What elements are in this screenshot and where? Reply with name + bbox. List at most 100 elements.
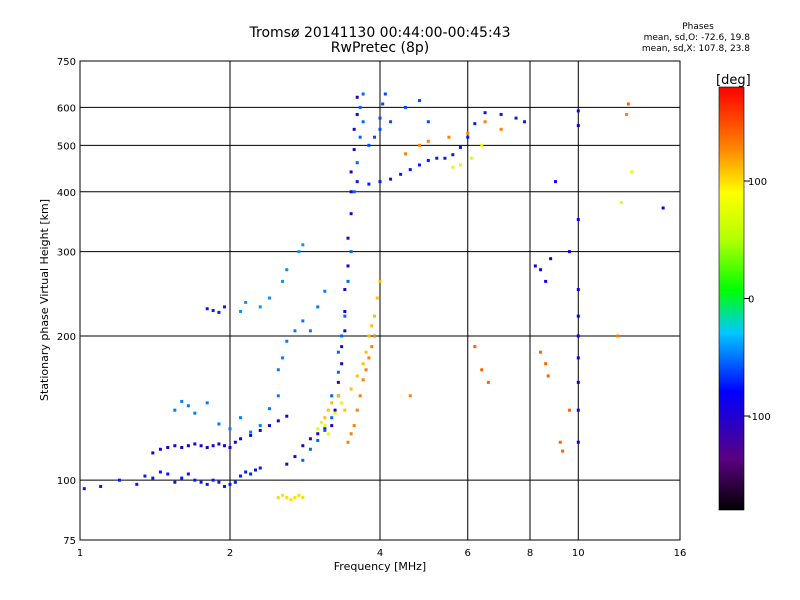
- x-tick-label: 1: [77, 548, 83, 559]
- data-point: [352, 127, 356, 131]
- data-point: [293, 329, 297, 333]
- chart-subtitle: RwPretec (8p): [330, 40, 430, 56]
- data-point: [297, 250, 301, 254]
- data-point: [186, 444, 190, 448]
- data-point: [367, 143, 371, 147]
- data-point: [355, 112, 359, 116]
- data-point: [223, 484, 227, 488]
- data-point: [336, 350, 340, 354]
- data-point: [336, 370, 340, 374]
- data-point: [180, 399, 184, 403]
- data-point: [217, 480, 221, 484]
- data-point: [349, 212, 353, 216]
- data-point: [364, 350, 368, 354]
- data-point: [408, 394, 412, 398]
- data-point: [249, 472, 253, 476]
- data-point: [340, 401, 344, 405]
- x-axis-label: Frequency [MHz]: [334, 560, 426, 573]
- data-point: [447, 135, 451, 139]
- data-point: [258, 428, 262, 432]
- data-point: [301, 444, 305, 448]
- data-point: [346, 264, 350, 268]
- data-point: [199, 444, 203, 448]
- data-point: [466, 135, 470, 139]
- y-tick-label: 500: [57, 141, 76, 152]
- data-point: [576, 288, 580, 292]
- colorbar-tick-label: -100: [748, 412, 771, 423]
- y-tick-label: 600: [57, 103, 76, 114]
- x-tick-label: 4: [377, 548, 383, 559]
- data-point: [576, 314, 580, 318]
- data-point: [135, 482, 139, 486]
- data-point: [330, 401, 334, 405]
- data-point: [173, 480, 177, 484]
- data-point: [276, 419, 280, 423]
- data-point: [576, 218, 580, 222]
- data-point: [281, 356, 285, 360]
- colorbar-ticks: 100 0 -100: [744, 177, 771, 423]
- data-point: [326, 432, 330, 436]
- data-point: [558, 440, 562, 444]
- data-point: [308, 437, 312, 441]
- data-point: [289, 498, 293, 502]
- data-point: [276, 495, 280, 499]
- y-tick-label: 750: [57, 57, 76, 68]
- data-point: [205, 482, 209, 486]
- data-point: [367, 182, 371, 186]
- data-point: [180, 476, 184, 480]
- data-point: [301, 495, 305, 499]
- data-point: [399, 172, 403, 176]
- data-point: [499, 112, 503, 116]
- data-point: [333, 411, 337, 415]
- data-point: [378, 116, 382, 120]
- data-point: [233, 480, 237, 484]
- data-point: [228, 427, 232, 431]
- data-point: [340, 334, 344, 338]
- data-point: [469, 156, 473, 160]
- data-point: [281, 279, 285, 283]
- data-point: [426, 158, 430, 162]
- data-point: [228, 445, 232, 449]
- y-tick-label: 100: [57, 476, 76, 487]
- data-point: [544, 362, 548, 366]
- data-point: [308, 329, 312, 333]
- data-point: [567, 408, 571, 412]
- data-point: [576, 380, 580, 384]
- data-point: [199, 480, 203, 484]
- data-point: [473, 345, 477, 349]
- colorbar-label: [deg]: [716, 73, 751, 88]
- data-point: [223, 305, 227, 309]
- colorbar-tick-label: 100: [748, 177, 767, 188]
- data-point: [576, 408, 580, 412]
- data-point: [619, 200, 623, 204]
- data-point: [258, 305, 262, 309]
- data-point: [364, 368, 368, 372]
- data-point: [576, 124, 580, 128]
- data-point: [316, 305, 320, 309]
- data-point: [316, 439, 320, 443]
- data-point: [323, 416, 327, 420]
- data-point: [326, 408, 330, 412]
- data-point: [514, 116, 518, 120]
- data-point: [375, 296, 379, 300]
- data-point: [483, 111, 487, 115]
- legend: Phases mean, sd,O: -72.6, 19.8 mean, sd,…: [560, 22, 750, 55]
- data-point: [480, 143, 484, 147]
- data-point: [426, 120, 430, 124]
- data-point: [355, 374, 359, 378]
- data-point: [539, 350, 543, 354]
- data-point: [549, 257, 553, 261]
- data-point: [361, 92, 365, 96]
- data-point: [473, 122, 477, 126]
- data-point: [193, 478, 197, 482]
- data-point: [308, 447, 312, 451]
- x-tick-label: 16: [674, 548, 687, 559]
- data-point: [417, 163, 421, 167]
- data-point: [373, 135, 377, 139]
- data-point: [82, 487, 86, 491]
- data-point: [186, 404, 190, 408]
- data-point: [343, 288, 347, 292]
- data-point: [276, 368, 280, 372]
- data-point: [151, 451, 155, 455]
